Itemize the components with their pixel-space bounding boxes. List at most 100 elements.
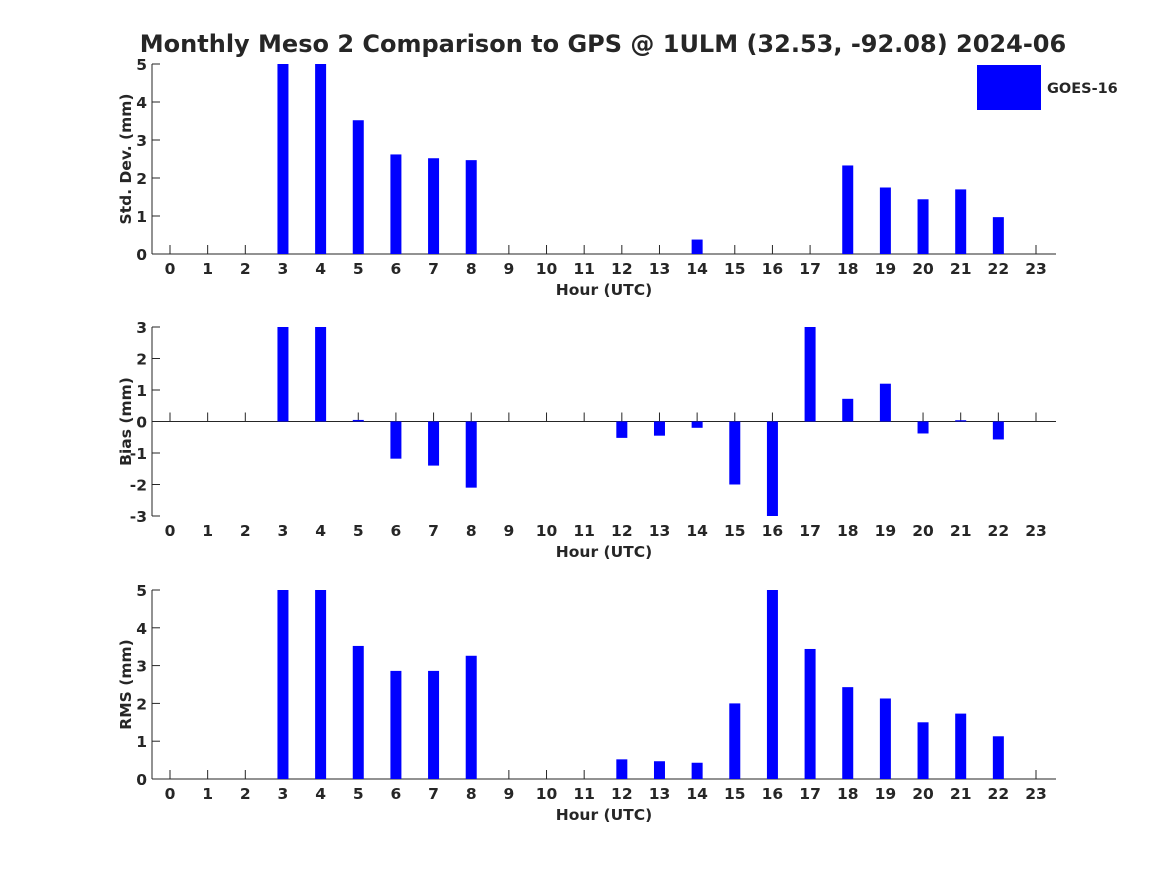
- y-tick-label: 0: [136, 414, 147, 432]
- y-tick-label: 1: [136, 208, 147, 226]
- bar-hour-8: [465, 421, 477, 488]
- x-tick-label: 23: [1025, 522, 1047, 540]
- x-tick-label: 16: [762, 785, 784, 803]
- bar-hour-15: [729, 703, 741, 779]
- x-tick-label: 8: [466, 785, 477, 803]
- bar-hour-5: [352, 120, 364, 255]
- x-tick-label: 18: [837, 522, 859, 540]
- x-tick-label: 11: [573, 785, 595, 803]
- bar-hour-13: [653, 421, 665, 436]
- x-tick-label: 22: [988, 785, 1010, 803]
- x-tick-label: 20: [912, 260, 934, 278]
- y-axis-label: RMS (mm): [117, 639, 135, 729]
- x-tick-label: 0: [165, 260, 176, 278]
- y-tick-label: 1: [136, 382, 147, 400]
- bar-hour-22: [992, 421, 1004, 440]
- y-tick-label: 3: [136, 319, 147, 337]
- x-tick-label: 14: [686, 522, 708, 540]
- x-tick-label: 10: [536, 522, 558, 540]
- bar-hour-20: [917, 722, 929, 779]
- y-tick-label: -3: [130, 508, 147, 526]
- bar-hour-7: [428, 421, 440, 466]
- y-tick-label: 3: [136, 132, 147, 150]
- bar-hour-12: [616, 421, 628, 438]
- legend-label: GOES-16: [1047, 81, 1118, 97]
- x-tick-label: 4: [315, 785, 326, 803]
- x-tick-label: 9: [503, 522, 514, 540]
- x-tick-label: 13: [649, 522, 671, 540]
- bar-hour-17: [804, 648, 816, 779]
- bar-hour-18: [842, 687, 854, 779]
- x-axis-label: Hour (UTC): [556, 806, 652, 824]
- x-tick-label: 8: [466, 522, 477, 540]
- bar-hour-14: [691, 239, 703, 254]
- bar-hour-7: [428, 670, 440, 779]
- legend-swatch: [977, 65, 1041, 110]
- bar-hour-6: [390, 421, 402, 459]
- y-tick-label: 5: [136, 582, 147, 600]
- y-tick-label: -2: [130, 477, 147, 495]
- x-tick-label: 23: [1025, 260, 1047, 278]
- x-tick-label: 17: [799, 260, 821, 278]
- x-tick-label: 12: [611, 260, 633, 278]
- y-tick-label: 4: [136, 620, 147, 638]
- bar-hour-4: [315, 64, 327, 254]
- x-tick-label: 22: [988, 522, 1010, 540]
- y-tick-label: 2: [136, 695, 147, 713]
- bar-hour-18: [842, 165, 854, 254]
- y-tick-label: 2: [136, 170, 147, 188]
- x-tick-label: 19: [875, 260, 897, 278]
- bar-hour-5: [352, 419, 364, 422]
- x-tick-label: 3: [278, 260, 289, 278]
- x-tick-label: 14: [686, 260, 708, 278]
- y-tick-label: 3: [136, 658, 147, 676]
- x-tick-label: 7: [428, 522, 439, 540]
- x-tick-label: 2: [240, 260, 251, 278]
- x-axis-label: Hour (UTC): [556, 281, 652, 299]
- y-tick-label: 5: [136, 56, 147, 74]
- x-tick-label: 21: [950, 785, 972, 803]
- x-tick-label: 0: [165, 785, 176, 803]
- x-tick-label: 15: [724, 785, 746, 803]
- x-axis-label: Hour (UTC): [556, 543, 652, 561]
- bar-hour-14: [691, 762, 703, 779]
- bar-hour-4: [315, 590, 327, 779]
- x-tick-label: 6: [391, 522, 402, 540]
- x-tick-label: 4: [315, 260, 326, 278]
- x-tick-label: 1: [202, 260, 213, 278]
- x-tick-label: 9: [503, 260, 514, 278]
- x-tick-label: 16: [762, 260, 784, 278]
- bar-hour-20: [917, 199, 929, 254]
- bar-hour-6: [390, 670, 402, 779]
- y-tick-label: 0: [136, 246, 147, 264]
- x-tick-label: 23: [1025, 785, 1047, 803]
- x-tick-label: 8: [466, 260, 477, 278]
- bar-hour-21: [955, 189, 967, 254]
- x-tick-label: 2: [240, 785, 251, 803]
- y-axis-label: Bias (mm): [117, 377, 135, 466]
- y-tick-label: 1: [136, 733, 147, 751]
- y-tick-label: -1: [130, 445, 147, 463]
- x-tick-label: 2: [240, 522, 251, 540]
- x-tick-label: 20: [912, 785, 934, 803]
- bar-hour-6: [390, 154, 402, 254]
- x-tick-label: 14: [686, 785, 708, 803]
- bar-hour-12: [616, 759, 628, 779]
- bar-hour-22: [992, 217, 1004, 254]
- x-tick-label: 15: [724, 522, 746, 540]
- x-tick-label: 7: [428, 260, 439, 278]
- x-tick-label: 13: [649, 260, 671, 278]
- bar-hour-4: [315, 327, 327, 422]
- bar-hour-3: [277, 590, 289, 779]
- x-tick-label: 11: [573, 260, 595, 278]
- bar-hour-3: [277, 64, 289, 254]
- x-tick-label: 6: [391, 260, 402, 278]
- y-tick-label: 0: [136, 771, 147, 789]
- bar-hour-21: [955, 713, 967, 779]
- bar-hour-16: [766, 421, 778, 516]
- legend: GOES-16: [977, 65, 1118, 110]
- bar-hour-8: [465, 655, 477, 779]
